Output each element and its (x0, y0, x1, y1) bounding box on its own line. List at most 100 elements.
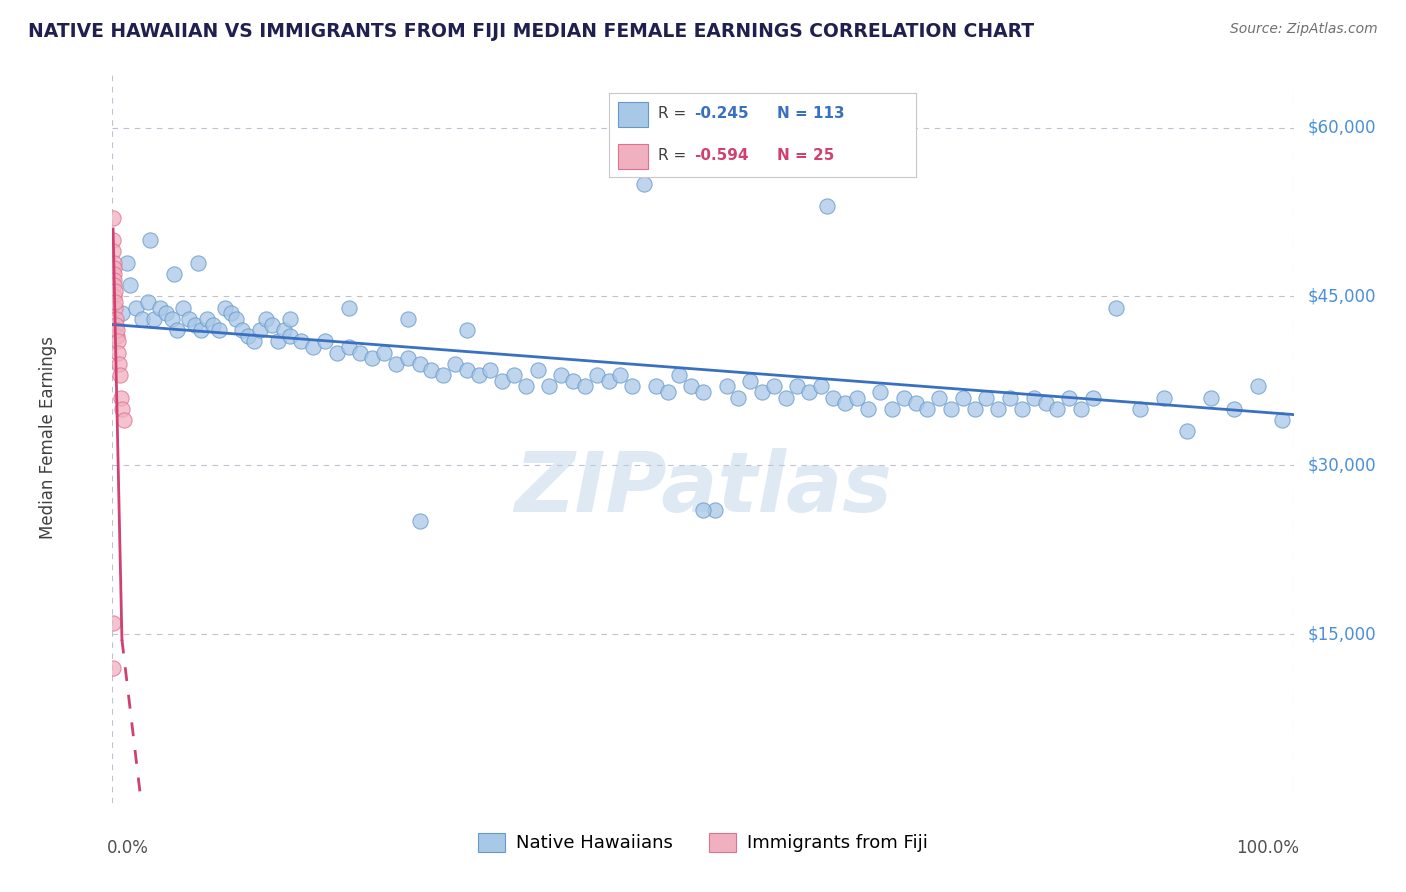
Text: Median Female Earnings: Median Female Earnings (38, 335, 56, 539)
Point (184, 318, 207, 332)
Point (538, 379, 561, 393)
Point (1153, 391, 1175, 405)
Point (201, 318, 224, 332)
Point (254, 312, 277, 326)
Point (1035, 396, 1057, 410)
Point (107, 334, 129, 349)
Point (260, 318, 283, 332)
Point (103, 261, 125, 276)
Legend: Native Hawaiians, Immigrants from Fiji: Native Hawaiians, Immigrants from Fiji (471, 826, 935, 860)
Point (1175, 425, 1198, 439)
Point (456, 362, 478, 376)
Point (104, 295, 127, 310)
Point (467, 368, 489, 383)
Point (155, 306, 177, 320)
Point (101, 211, 124, 225)
Point (139, 233, 162, 247)
Point (762, 379, 785, 393)
Point (550, 368, 572, 383)
Point (515, 379, 537, 393)
Point (349, 345, 371, 359)
Point (681, 379, 703, 393)
Point (880, 401, 903, 416)
Point (302, 340, 325, 354)
Point (644, 379, 666, 393)
Text: $45,000: $45,000 (1308, 287, 1376, 305)
Point (243, 334, 266, 349)
Text: Source: ZipAtlas.com: Source: ZipAtlas.com (1230, 22, 1378, 37)
Point (976, 391, 998, 405)
Point (815, 199, 838, 213)
Point (249, 323, 271, 337)
Point (337, 301, 360, 315)
Point (385, 357, 408, 371)
Point (214, 301, 236, 315)
Point (1105, 301, 1128, 315)
Point (821, 391, 844, 405)
Point (1011, 401, 1033, 416)
Point (1081, 391, 1104, 405)
Point (111, 306, 134, 320)
Point (103, 289, 125, 303)
Text: $30,000: $30,000 (1308, 456, 1376, 475)
Point (172, 301, 194, 315)
Point (103, 615, 125, 630)
Point (987, 401, 1010, 416)
Point (479, 362, 502, 376)
Point (503, 368, 526, 383)
Point (692, 385, 714, 400)
Point (110, 391, 132, 405)
Point (1129, 401, 1152, 416)
Point (104, 284, 127, 298)
Point (107, 345, 129, 359)
Point (928, 391, 950, 405)
Text: 100.0%: 100.0% (1236, 839, 1299, 857)
Text: $15,000: $15,000 (1308, 625, 1376, 643)
Point (562, 374, 585, 388)
Point (208, 323, 231, 337)
Point (692, 503, 714, 517)
Point (491, 374, 513, 388)
Point (834, 396, 856, 410)
Point (526, 362, 548, 376)
Point (195, 312, 218, 326)
Point (456, 323, 478, 337)
Point (893, 391, 915, 405)
Point (225, 312, 247, 326)
Point (952, 391, 974, 405)
Point (104, 312, 127, 326)
Point (290, 334, 312, 349)
Point (939, 401, 962, 416)
Point (444, 357, 467, 371)
Point (186, 255, 208, 269)
Point (810, 379, 832, 393)
Point (131, 312, 153, 326)
Point (337, 340, 360, 354)
Point (858, 401, 880, 416)
Point (1046, 401, 1069, 416)
Point (163, 267, 186, 281)
Point (105, 328, 128, 343)
Point (904, 396, 927, 410)
Point (166, 323, 188, 337)
Point (751, 385, 773, 400)
Point (108, 357, 131, 371)
Point (125, 301, 148, 315)
Point (799, 385, 821, 400)
Text: ZIPatlas: ZIPatlas (515, 448, 891, 529)
Point (103, 244, 125, 259)
Point (326, 345, 349, 359)
Point (238, 328, 260, 343)
Point (917, 401, 939, 416)
Point (103, 278, 125, 293)
Point (1057, 391, 1080, 405)
Point (136, 295, 159, 310)
Point (396, 312, 419, 326)
Point (609, 368, 631, 383)
Point (775, 391, 797, 405)
Point (1247, 379, 1270, 393)
Point (179, 312, 201, 326)
Point (267, 334, 290, 349)
Point (373, 345, 395, 359)
Point (703, 503, 725, 517)
